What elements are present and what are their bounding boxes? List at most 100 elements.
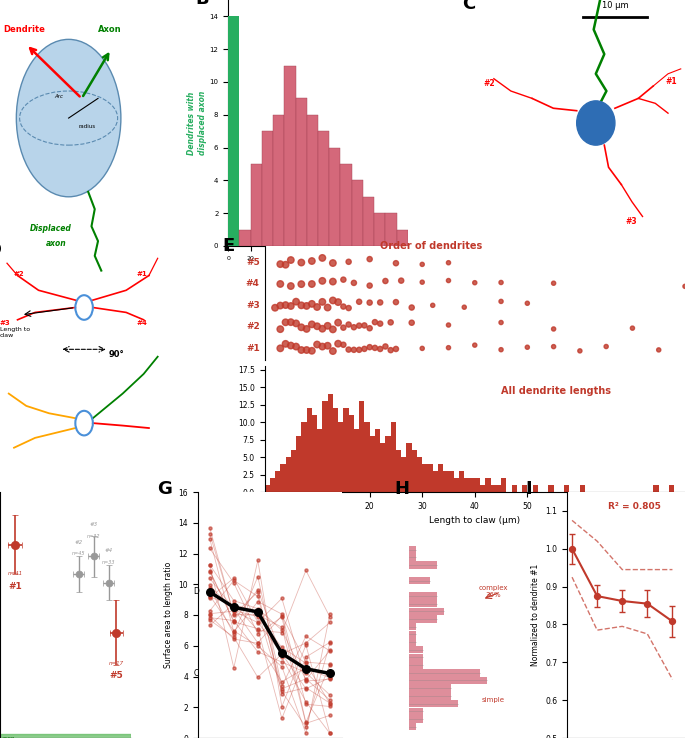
Bar (412, 450, 417, 492)
Point (252, 606, 263, 618)
Point (276, 624, 287, 636)
Point (325, 638, 336, 649)
Point (301, 637, 312, 649)
Point (306, 278, 317, 290)
Bar (401, 457, 406, 492)
Text: D: D (0, 241, 1, 259)
Bar (338, 422, 343, 492)
Point (204, 579, 215, 591)
Text: n=41: n=41 (8, 571, 23, 576)
Point (306, 345, 317, 356)
Point (380, 340, 391, 352)
Bar (427, 464, 433, 492)
Point (396, 275, 407, 286)
Bar (409, 692, 451, 700)
Point (406, 317, 417, 328)
Bar (0, 734, 131, 738)
Bar (354, 429, 359, 492)
Point (204, 620, 215, 632)
Point (228, 609, 239, 621)
Point (325, 694, 336, 706)
Point (353, 344, 364, 356)
Point (327, 276, 338, 288)
Point (369, 342, 380, 354)
Bar (549, 485, 553, 492)
Point (296, 300, 307, 311)
Text: #1: #1 (136, 271, 147, 277)
Point (276, 676, 287, 688)
Point (325, 608, 336, 620)
Bar (409, 623, 416, 630)
Bar (653, 485, 659, 492)
Bar (397, 230, 408, 246)
Bar (512, 485, 516, 492)
Point (276, 610, 287, 621)
Point (301, 662, 312, 674)
Point (322, 320, 333, 331)
Bar (443, 471, 449, 492)
Bar (409, 700, 458, 707)
Point (286, 280, 297, 292)
Bar (363, 197, 374, 246)
X-axis label: Dendrite arc angle (Δα): Dendrite arc angle (Δα) (269, 266, 368, 275)
Bar (351, 180, 363, 246)
Point (275, 258, 286, 270)
Point (204, 565, 215, 577)
Point (301, 323, 312, 335)
Point (290, 317, 301, 329)
Bar (409, 600, 437, 607)
Text: axon: axon (2, 736, 15, 738)
Point (325, 667, 336, 679)
Point (390, 343, 401, 355)
Bar (262, 131, 273, 246)
Bar (490, 485, 496, 492)
Bar (409, 661, 423, 669)
Bar (317, 429, 323, 492)
Bar (307, 408, 312, 492)
Point (443, 275, 454, 286)
Point (204, 586, 215, 598)
Y-axis label: Normalized to dendrite #1: Normalized to dendrite #1 (531, 564, 540, 666)
Point (343, 302, 354, 314)
Bar (307, 115, 318, 246)
Point (252, 570, 263, 582)
Point (252, 609, 263, 621)
Text: #4: #4 (105, 548, 112, 554)
Text: #2: #2 (483, 79, 495, 88)
Bar (280, 464, 286, 492)
Point (427, 300, 438, 311)
Point (204, 565, 215, 576)
Point (325, 728, 336, 738)
Bar (580, 485, 585, 492)
Bar (349, 415, 354, 492)
Bar (409, 607, 444, 615)
Point (301, 682, 312, 694)
Point (495, 344, 506, 356)
Bar (318, 131, 329, 246)
Point (390, 258, 401, 269)
Text: I: I (526, 480, 532, 497)
Point (325, 672, 336, 684)
Point (270, 302, 281, 314)
Bar (343, 408, 349, 492)
Text: E: E (223, 237, 235, 255)
Point (276, 608, 287, 620)
Point (325, 644, 336, 656)
Point (680, 280, 685, 292)
Point (276, 648, 287, 660)
Point (252, 605, 263, 617)
Point (601, 341, 612, 353)
Text: Order of dendrites: Order of dendrites (380, 241, 482, 251)
Bar (409, 677, 486, 684)
Bar (270, 478, 275, 492)
Point (204, 614, 215, 626)
Text: Displaced: Displaced (29, 224, 71, 233)
Bar (386, 213, 397, 246)
Point (364, 280, 375, 292)
Point (228, 615, 239, 627)
Bar (409, 654, 423, 661)
Point (286, 339, 297, 351)
Point (204, 528, 215, 539)
Point (276, 688, 287, 700)
Point (325, 697, 336, 709)
